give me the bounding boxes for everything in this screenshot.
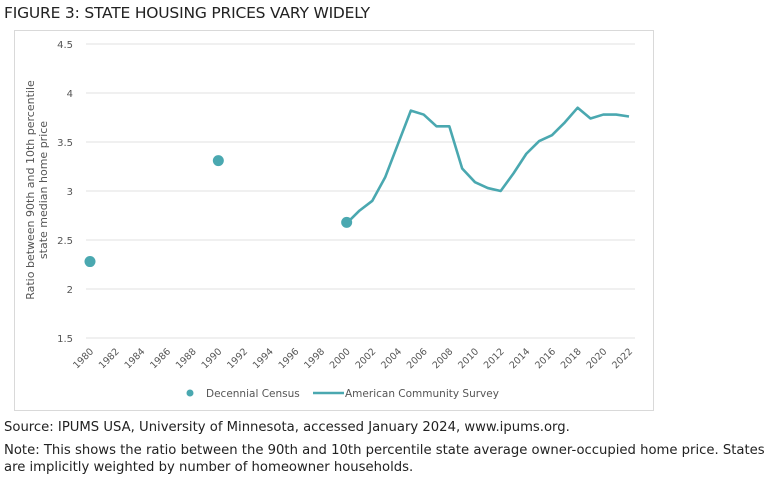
legend-census-label: Decennial Census: [206, 388, 300, 400]
x-tick-label: 2014: [508, 346, 533, 371]
census-point: [212, 155, 224, 167]
chart-frame: [14, 30, 654, 411]
x-tick-label: 1998: [302, 346, 327, 371]
legend-acs-label: American Community Survey: [345, 388, 499, 400]
x-tick-label: 1988: [174, 346, 199, 371]
x-tick-label: 1980: [71, 346, 96, 371]
x-tick-label: 1996: [277, 346, 302, 371]
y-tick-label: 2.5: [57, 236, 73, 247]
acs-line: [345, 106, 630, 225]
note-text: Note: This shows the ratio between the 9…: [4, 443, 765, 475]
y-tick-label: 4: [67, 89, 73, 100]
x-tick-label: 2018: [559, 346, 584, 371]
x-tick-label: 2000: [328, 346, 353, 371]
x-tick-label: 2010: [456, 346, 481, 371]
y-tick-label: 3.5: [57, 138, 73, 149]
source-text: Source: IPUMS USA, University of Minneso…: [4, 420, 570, 435]
x-tick-label: 1982: [97, 346, 122, 371]
x-tick-label: 1994: [251, 346, 276, 371]
census-point: [84, 256, 96, 268]
x-tick-label: 2002: [354, 346, 379, 371]
figure-title: FIGURE 3: STATE HOUSING PRICES VARY WIDE…: [4, 4, 370, 22]
legend-census-marker: [186, 389, 194, 397]
x-tick-label: 1984: [123, 346, 148, 371]
x-tick-label: 1986: [148, 346, 173, 371]
x-tick-label: 2022: [610, 346, 635, 371]
census-point: [341, 216, 353, 228]
x-tick-label: 1992: [225, 346, 250, 371]
x-tick-label: 2016: [533, 346, 558, 371]
y-axis-label: Ratio between 90th and 10th percentilest…: [24, 80, 50, 300]
y-tick-label: 1.5: [57, 334, 73, 345]
y-tick-label: 2: [67, 285, 73, 296]
y-tick-label: 3: [67, 187, 73, 198]
x-tick-label: 2020: [585, 346, 610, 371]
x-tick-label: 2012: [482, 346, 507, 371]
x-tick-label: 1990: [200, 346, 225, 371]
x-tick-label: 2004: [379, 346, 404, 371]
x-tick-label: 2008: [431, 346, 456, 371]
x-tick-label: 2006: [405, 346, 430, 371]
y-tick-label: 4.5: [57, 40, 73, 51]
